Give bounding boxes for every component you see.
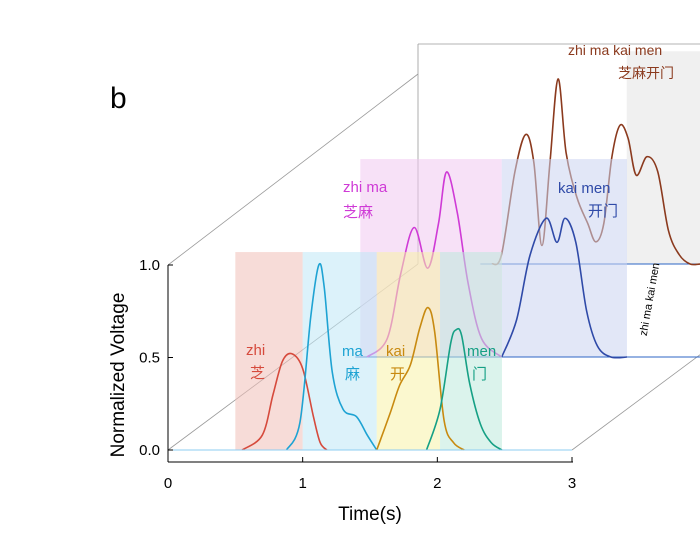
series-label-cn-zhi: 芝 — [250, 365, 265, 382]
series-line-ma — [285, 263, 378, 451]
series-label-kai-men: kai men — [558, 180, 611, 197]
series-line-zhi — [241, 352, 328, 451]
y-tick-label: 0.5 — [139, 350, 160, 367]
series-label-cn-kai-men: 开门 — [588, 203, 618, 220]
series-line-kai — [375, 306, 465, 451]
series-label-zhi-ma: zhi ma — [343, 179, 388, 196]
x-axis-label: Time(s) — [338, 504, 402, 525]
series-label-cn-kai: 开 — [390, 366, 405, 383]
y-tick-label: 0.0 — [139, 442, 160, 459]
z-axis-label: zhi ma kai men — [638, 262, 663, 337]
x-tick-label: 1 — [298, 475, 306, 492]
series-label-zhi-ma-kai-men: zhi ma kai men — [568, 42, 662, 58]
series-label-ma: ma — [342, 343, 363, 360]
series-line-men — [425, 327, 503, 451]
y-tick-label: 1.0 — [139, 257, 160, 274]
axes — [167, 265, 573, 463]
series-label-men: men — [467, 343, 496, 360]
band-kai-men — [501, 159, 627, 357]
panel-label: b — [110, 82, 127, 115]
y-axis-label: Normalized Voltage — [108, 293, 129, 458]
series-label-cn-zhi-ma: 芝麻 — [343, 204, 373, 221]
frame-edge-top-left — [167, 73, 419, 266]
x-tick-label: 2 — [433, 475, 441, 492]
x-tick-label: 0 — [164, 475, 172, 492]
series-label-cn-zhi-ma-kai-men: 芝麻开门 — [618, 65, 674, 81]
series-label-cn-men: 门 — [472, 366, 487, 383]
band-kai — [376, 252, 441, 450]
series-line-kai-men — [500, 217, 628, 359]
x-tick-label: 3 — [568, 475, 576, 492]
layer-single — [235, 252, 503, 451]
band-men — [440, 252, 502, 450]
series-label-cn-ma: 麻 — [345, 366, 360, 383]
band-zhi-ma-kai-men — [626, 51, 700, 264]
series-label-kai: kai — [386, 343, 405, 360]
band-zhi — [235, 252, 303, 450]
series-label-zhi: zhi — [246, 342, 265, 359]
